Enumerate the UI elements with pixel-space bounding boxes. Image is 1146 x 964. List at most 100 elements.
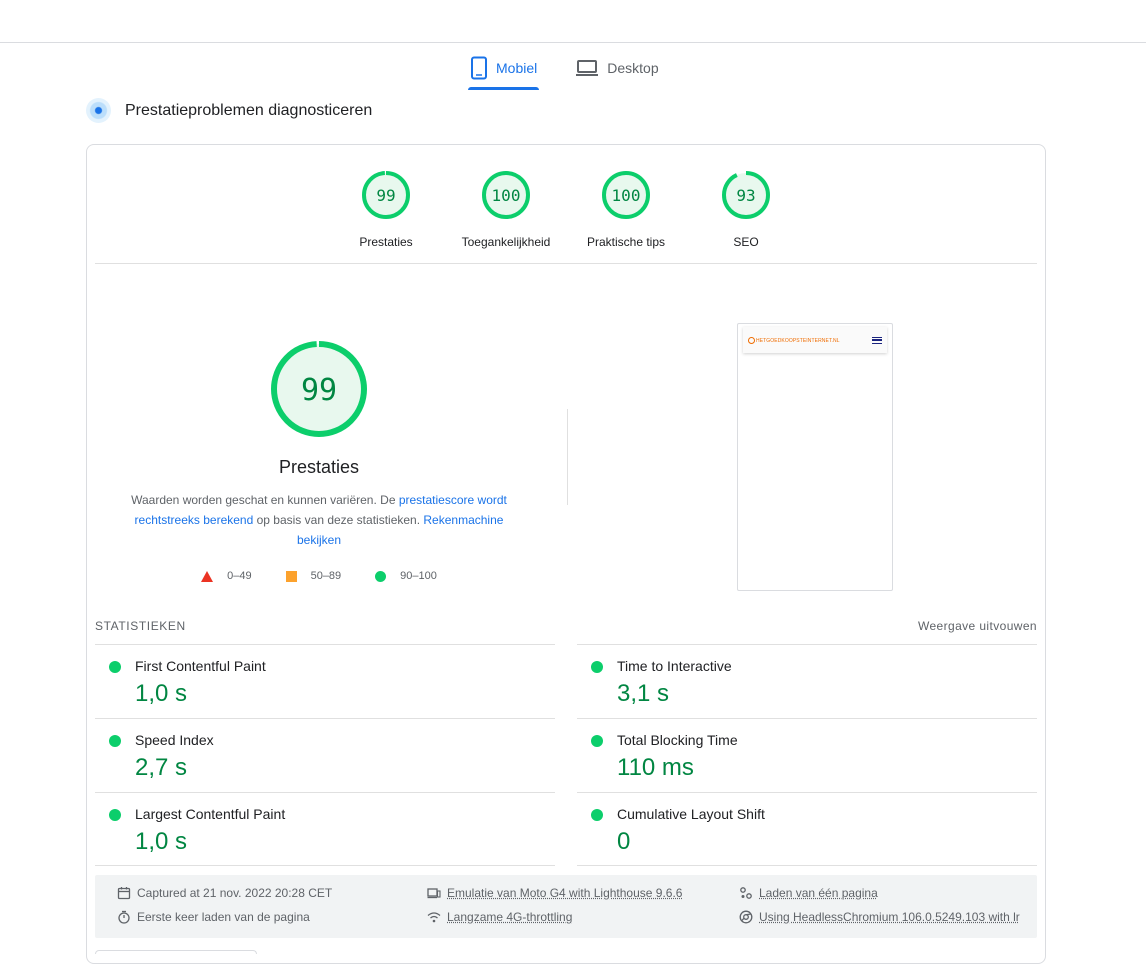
gauge-performance-score: 99 xyxy=(376,186,395,205)
desc-text-1: Waarden worden geschat en kunnen variëre… xyxy=(131,493,399,507)
category-gauges: 99 Prestaties 100 Toegankelijkheid 100 P… xyxy=(87,169,1045,265)
gauge-accessibility[interactable]: 100 Toegankelijkheid xyxy=(446,169,566,249)
square-icon xyxy=(285,570,297,582)
gauge-accessibility-label: Toegankelijkheid xyxy=(461,235,551,249)
stats-header: STATISTIEKEN Weergave uitvouwen xyxy=(95,619,1037,633)
main-score-title: Prestaties xyxy=(278,457,360,477)
logo-circle-icon xyxy=(748,336,755,344)
devices-icon xyxy=(427,888,441,899)
runtime-emulation-text: Emulatie van Moto G4 with Lighthouse 9.6… xyxy=(447,886,683,900)
metric-lcp: Largest Contentful Paint 1,0 s xyxy=(95,792,555,866)
pass-dot-icon xyxy=(591,661,603,673)
runtime-single-page-text: Laden van één pagina xyxy=(759,886,878,900)
pass-dot-icon xyxy=(109,735,121,747)
hamburger-menu-icon xyxy=(872,336,882,344)
main-score-value: 99 xyxy=(301,373,337,408)
gauge-best-practices[interactable]: 100 Praktische tips xyxy=(566,169,686,249)
tab-desktop[interactable]: Desktop xyxy=(573,48,660,88)
metric-si: Speed Index 2,7 s xyxy=(95,718,555,792)
metric-tti: Time to Interactive 3,1 s xyxy=(577,644,1037,718)
bottom-tab-stub xyxy=(95,950,257,954)
report-card: 99 Prestaties 100 Toegankelijkheid 100 P… xyxy=(86,144,1046,964)
metric-fcp: First Contentful Paint 1,0 s xyxy=(95,644,555,718)
desc-text-2: op basis van deze statistieken. xyxy=(253,513,424,527)
lighthouse-icon xyxy=(86,98,111,123)
runtime-browser-text: Using HeadlessChromium 106.0.5249.103 wi… xyxy=(759,910,1020,924)
runtime-throttling[interactable]: Langzame 4G-throttling xyxy=(427,910,572,924)
legend-average: 50–89 xyxy=(285,570,342,582)
gauge-accessibility-score: 100 xyxy=(492,186,521,205)
tab-mobile-label: Mobiel xyxy=(496,60,538,76)
main-score-gauge: 99 xyxy=(271,341,367,437)
tab-mobile[interactable]: Mobiel xyxy=(468,48,540,90)
runtime-throttling-text: Langzame 4G-throttling xyxy=(447,910,573,924)
metric-value: 3,1 s xyxy=(617,680,670,707)
site-logo-text: HETGOEDKOOPSTEINTERNET.NL xyxy=(756,337,840,344)
gauge-performance-ring: 99 xyxy=(362,171,410,219)
metric-name: First Contentful Paint xyxy=(135,658,266,674)
metric-value: 1,0 s xyxy=(135,828,188,855)
legend-pass-range: 90–100 xyxy=(400,570,437,582)
runtime-browser[interactable]: Using HeadlessChromium 106.0.5249.103 wi… xyxy=(739,910,1020,924)
pass-dot-icon xyxy=(109,809,121,821)
runtime-emulation[interactable]: Emulatie van Moto G4 with Lighthouse 9.6… xyxy=(427,886,682,900)
gauge-seo-score: 93 xyxy=(736,186,755,205)
diagnose-header: Prestatieproblemen diagnosticeren xyxy=(86,98,372,123)
runtime-single-page[interactable]: Laden van één pagina xyxy=(739,886,878,900)
calendar-icon xyxy=(117,887,131,900)
circle-icon xyxy=(375,570,387,582)
runtime-settings: Captured at 21 nov. 2022 20:28 CET Eerst… xyxy=(95,875,1037,938)
screenshot-navbar: HETGOEDKOOPSTEINTERNET.NL xyxy=(743,327,887,353)
metric-name: Total Blocking Time xyxy=(617,732,738,748)
pass-dot-icon xyxy=(109,661,121,673)
gauge-seo-ring: 93 xyxy=(722,171,770,219)
laptop-icon xyxy=(576,60,599,76)
runtime-captured-text: Captured at 21 nov. 2022 20:28 CET xyxy=(137,886,333,900)
score-legend: 0–49 50–89 90–100 xyxy=(117,570,521,582)
gauge-seo-label: SEO xyxy=(733,235,759,249)
runtime-captured: Captured at 21 nov. 2022 20:28 CET xyxy=(117,886,332,900)
tab-desktop-label: Desktop xyxy=(607,60,659,76)
main-score-description: Waarden worden geschat en kunnen variëre… xyxy=(117,490,521,550)
site-logo: HETGOEDKOOPSTEINTERNET.NL xyxy=(748,336,840,344)
metric-name: Time to Interactive xyxy=(617,658,732,674)
gauge-performance[interactable]: 99 Prestaties xyxy=(326,169,446,249)
triangle-icon xyxy=(201,570,214,582)
runtime-first-load-text: Eerste keer laden van de pagina xyxy=(137,910,310,924)
performance-summary: 99 Prestaties Waarden worden geschat en … xyxy=(117,339,521,582)
gauges-divider xyxy=(95,263,1037,264)
expand-view-toggle[interactable]: Weergave uitvouwen xyxy=(917,619,1037,633)
metric-name: Speed Index xyxy=(135,732,214,748)
gauge-accessibility-ring: 100 xyxy=(482,171,530,219)
metric-tbt: Total Blocking Time 110 ms xyxy=(577,718,1037,792)
final-screenshot[interactable]: HETGOEDKOOPSTEINTERNET.NL xyxy=(737,323,893,591)
top-bar xyxy=(0,0,1146,43)
pass-dot-icon xyxy=(591,735,603,747)
legend-fail: 0–49 xyxy=(201,570,252,582)
metric-value: 110 ms xyxy=(617,754,694,781)
device-tabs: Mobiel Desktop xyxy=(468,48,695,92)
metric-value: 0 xyxy=(617,828,631,855)
metric-name: Cumulative Layout Shift xyxy=(617,806,765,822)
legend-average-range: 50–89 xyxy=(310,570,342,582)
gauge-performance-label: Prestaties xyxy=(359,235,413,249)
legend-fail-range: 0–49 xyxy=(227,570,252,582)
calculator-link[interactable]: Rekenmachine bekijken xyxy=(296,513,504,547)
legend-pass: 90–100 xyxy=(375,570,437,582)
gauge-seo[interactable]: 93 SEO xyxy=(686,169,806,249)
runtime-first-load: Eerste keer laden van de pagina xyxy=(117,910,310,924)
metric-value: 1,0 s xyxy=(135,680,188,707)
metric-cls: Cumulative Layout Shift 0 xyxy=(577,792,1037,866)
metric-name: Largest Contentful Paint xyxy=(135,806,286,822)
wifi-icon xyxy=(427,912,441,923)
smartphone-icon xyxy=(471,56,487,80)
gauge-best-practices-score: 100 xyxy=(612,186,641,205)
timer-icon xyxy=(118,910,130,924)
gauge-best-practices-ring: 100 xyxy=(602,171,650,219)
pass-dot-icon xyxy=(591,809,603,821)
chrome-icon xyxy=(739,910,753,924)
score-calc-link[interactable]: prestatiescore wordt rechtstreeks bereke… xyxy=(134,493,507,527)
summary-divider xyxy=(567,409,568,505)
nodes-icon xyxy=(740,887,752,899)
metric-value: 2,7 s xyxy=(135,754,188,781)
